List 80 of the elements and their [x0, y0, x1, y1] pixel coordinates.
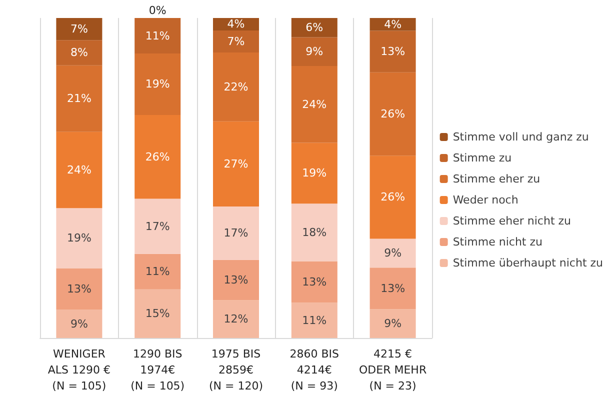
- legend-label: Stimme überhaupt nicht zu: [452, 256, 604, 270]
- bar: [370, 18, 416, 31]
- bar: [291, 142, 338, 204]
- bar: [56, 310, 102, 338]
- legend-label: Stimme voll und ganz zu: [452, 130, 589, 144]
- bar: [370, 30, 416, 72]
- x-tick-label: 1975 BIS 2859€ (N = 120): [208, 348, 264, 392]
- data-label: 24%: [66, 164, 92, 176]
- data-label: 27%: [224, 157, 248, 170]
- bar: [291, 302, 338, 338]
- bar: [213, 121, 259, 206]
- data-label: 8%: [70, 46, 88, 60]
- data-label: 12%: [224, 312, 248, 326]
- bar: [56, 18, 102, 40]
- bar: [370, 156, 416, 239]
- data-label: 19%: [145, 78, 170, 91]
- data-label: 15%: [145, 307, 170, 320]
- data-label: 7%: [70, 22, 88, 36]
- bar: [370, 309, 416, 338]
- data-label: 22%: [224, 80, 248, 94]
- data-label: 26%: [380, 190, 406, 204]
- data-label: 13%: [380, 45, 406, 58]
- data-label: 19%: [302, 166, 327, 180]
- data-label: 13%: [302, 276, 327, 288]
- data-label: 13%: [224, 274, 248, 287]
- bar: [291, 18, 338, 38]
- data-label: 24%: [302, 98, 327, 111]
- bar: [134, 254, 181, 290]
- bar: [370, 72, 416, 156]
- legend-label: Stimme nicht zu: [452, 236, 542, 248]
- legend-label: Stimme eher nicht zu: [452, 214, 572, 228]
- data-label: 6%: [306, 21, 324, 34]
- bar: [134, 18, 181, 54]
- data-label: 9%: [306, 45, 324, 58]
- data-label: 13%: [380, 282, 406, 295]
- bar: [291, 37, 338, 66]
- data-label: 9%: [70, 317, 88, 330]
- bar: [56, 40, 102, 66]
- data-label: 18%: [302, 226, 327, 239]
- bar: [56, 65, 102, 132]
- bar: [213, 206, 259, 260]
- data-label: 13%: [66, 282, 92, 296]
- legend-label: Weder noch: [452, 194, 518, 206]
- data-label: 9%: [384, 317, 402, 330]
- bar: [291, 204, 338, 262]
- x-tick-label: 1290 BIS 1974€ (N = 105): [130, 348, 185, 392]
- data-label: 17%: [224, 226, 248, 240]
- data-label: 4%: [384, 18, 402, 31]
- x-tick-label: 4215 € ODER MEHR (N = 23): [359, 348, 427, 392]
- x-tick-label: 2860 BIS 4214€ (N = 93): [290, 348, 340, 392]
- bar: [134, 54, 181, 115]
- bar: [56, 268, 102, 310]
- data-label: 4%: [227, 18, 245, 31]
- bar: [291, 66, 338, 143]
- bar: [56, 208, 102, 268]
- bar: [370, 238, 416, 268]
- bar: [213, 52, 259, 122]
- data-label: 0%: [148, 4, 166, 17]
- bar: [56, 132, 102, 208]
- bar: [370, 268, 416, 310]
- data-label: 26%: [380, 108, 406, 120]
- bar: [213, 260, 259, 300]
- data-label: 9%: [384, 246, 402, 260]
- bar: [134, 114, 181, 199]
- bar: [213, 300, 259, 338]
- bar: [291, 261, 338, 303]
- data-label: 17%: [145, 220, 170, 233]
- bar: [134, 198, 181, 254]
- data-label: 26%: [145, 150, 170, 164]
- legend-label: Stimme zu: [452, 152, 512, 164]
- legend-label: Stimme eher zu: [452, 172, 540, 186]
- data-label: 21%: [66, 92, 92, 106]
- data-label: 11%: [145, 29, 170, 42]
- bar: [134, 289, 181, 338]
- data-label: 11%: [145, 265, 170, 278]
- data-label: 7%: [227, 35, 245, 48]
- data-label: 19%: [66, 232, 92, 245]
- bar: [213, 30, 259, 53]
- x-tick-label: WENIGER ALS 1290 € (N = 105): [48, 348, 111, 392]
- data-label: 11%: [302, 314, 327, 327]
